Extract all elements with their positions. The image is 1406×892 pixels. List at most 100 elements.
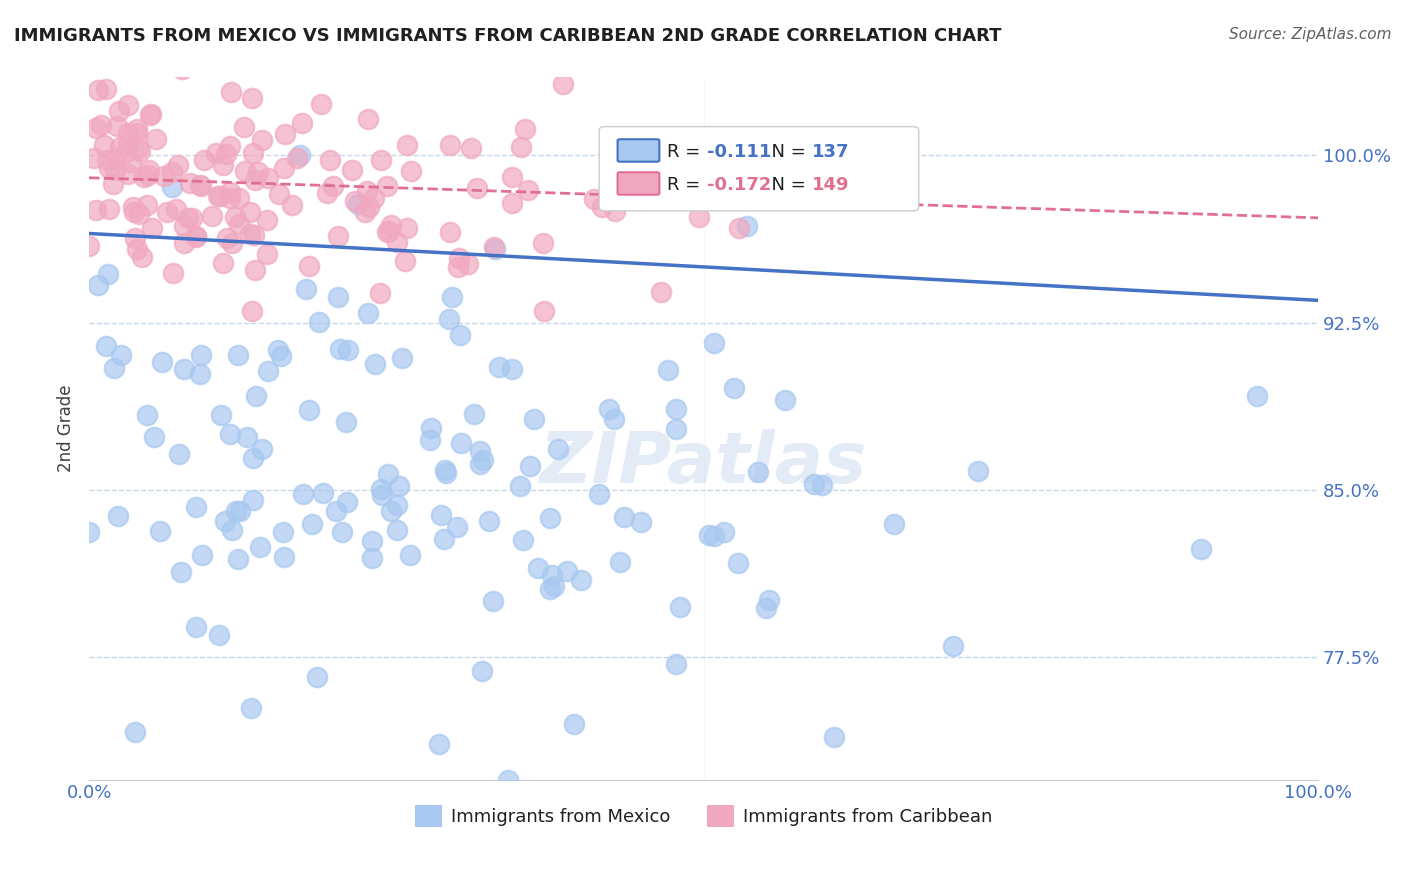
Point [512, 533, 534, 548]
Point [433, 532, 456, 546]
Point [446, 520, 468, 534]
Point [107, 509, 129, 524]
Point [434, 466, 457, 480]
Point [468, 458, 491, 472]
Point [77, 238, 100, 252]
Point [267, 343, 290, 358]
Point [966, 464, 988, 478]
Point [433, 463, 456, 477]
Point [447, 260, 470, 274]
Point [153, 169, 176, 183]
Point [361, 533, 384, 548]
Point [375, 178, 398, 193]
Point [274, 128, 297, 142]
Point [243, 172, 266, 186]
Point [697, 527, 720, 541]
Point [117, 167, 139, 181]
Point [735, 219, 758, 234]
Point [129, 144, 152, 158]
Point [449, 327, 471, 342]
Point [1189, 542, 1212, 557]
Point [139, 107, 162, 121]
FancyBboxPatch shape [599, 127, 918, 211]
Point [110, 348, 132, 362]
Point [598, 402, 620, 417]
Legend: Immigrants from Mexico, Immigrants from Caribbean: Immigrants from Mexico, Immigrants from … [408, 797, 1000, 834]
Point [883, 517, 905, 532]
Point [107, 55, 129, 70]
Point [190, 178, 212, 193]
Point [209, 408, 232, 422]
Point [108, 139, 131, 153]
Point [186, 229, 208, 244]
Point [219, 85, 242, 99]
Point [713, 525, 735, 540]
Point [754, 186, 776, 201]
Point [224, 210, 246, 224]
Text: 149: 149 [811, 176, 849, 194]
Point [173, 362, 195, 376]
Point [124, 231, 146, 245]
Point [145, 131, 167, 145]
Point [160, 180, 183, 194]
Point [243, 228, 266, 243]
Point [1246, 389, 1268, 403]
Text: R =: R = [666, 143, 706, 161]
Point [538, 511, 561, 525]
Point [603, 411, 626, 425]
Point [218, 426, 240, 441]
Point [87, 278, 110, 293]
Point [295, 52, 318, 66]
Point [288, 148, 311, 162]
Point [208, 627, 231, 641]
Point [179, 176, 201, 190]
Point [112, 44, 135, 58]
Point [233, 120, 256, 134]
Point [228, 349, 250, 363]
Point [377, 467, 399, 482]
Point [371, 488, 394, 502]
Point [120, 154, 142, 169]
Point [257, 364, 280, 378]
Point [591, 200, 613, 214]
Point [583, 192, 606, 206]
Point [747, 465, 769, 479]
Point [273, 549, 295, 564]
Point [242, 145, 264, 160]
Point [105, 119, 128, 133]
Point [538, 582, 561, 597]
Point [375, 225, 398, 239]
Point [533, 304, 555, 318]
Point [122, 204, 145, 219]
Point [309, 96, 332, 111]
Point [755, 601, 778, 615]
Point [204, 145, 226, 160]
Text: N =: N = [761, 143, 811, 161]
Point [465, 181, 488, 195]
Point [93, 138, 115, 153]
Point [117, 136, 139, 151]
Point [125, 127, 148, 141]
Point [242, 451, 264, 466]
Point [172, 62, 194, 77]
Point [242, 90, 264, 104]
Point [501, 170, 523, 185]
Point [135, 51, 157, 65]
Point [122, 37, 145, 51]
Point [758, 593, 780, 607]
Point [165, 202, 187, 216]
Point [329, 343, 352, 357]
Point [728, 221, 751, 235]
Point [364, 357, 387, 371]
Point [218, 186, 240, 200]
Point [396, 138, 419, 153]
Point [96, 153, 118, 168]
Point [125, 122, 148, 136]
Point [439, 137, 461, 152]
Point [354, 205, 377, 219]
Point [96, 81, 118, 95]
Point [377, 224, 399, 238]
Point [319, 153, 342, 168]
Point [531, 236, 554, 251]
Point [394, 253, 416, 268]
